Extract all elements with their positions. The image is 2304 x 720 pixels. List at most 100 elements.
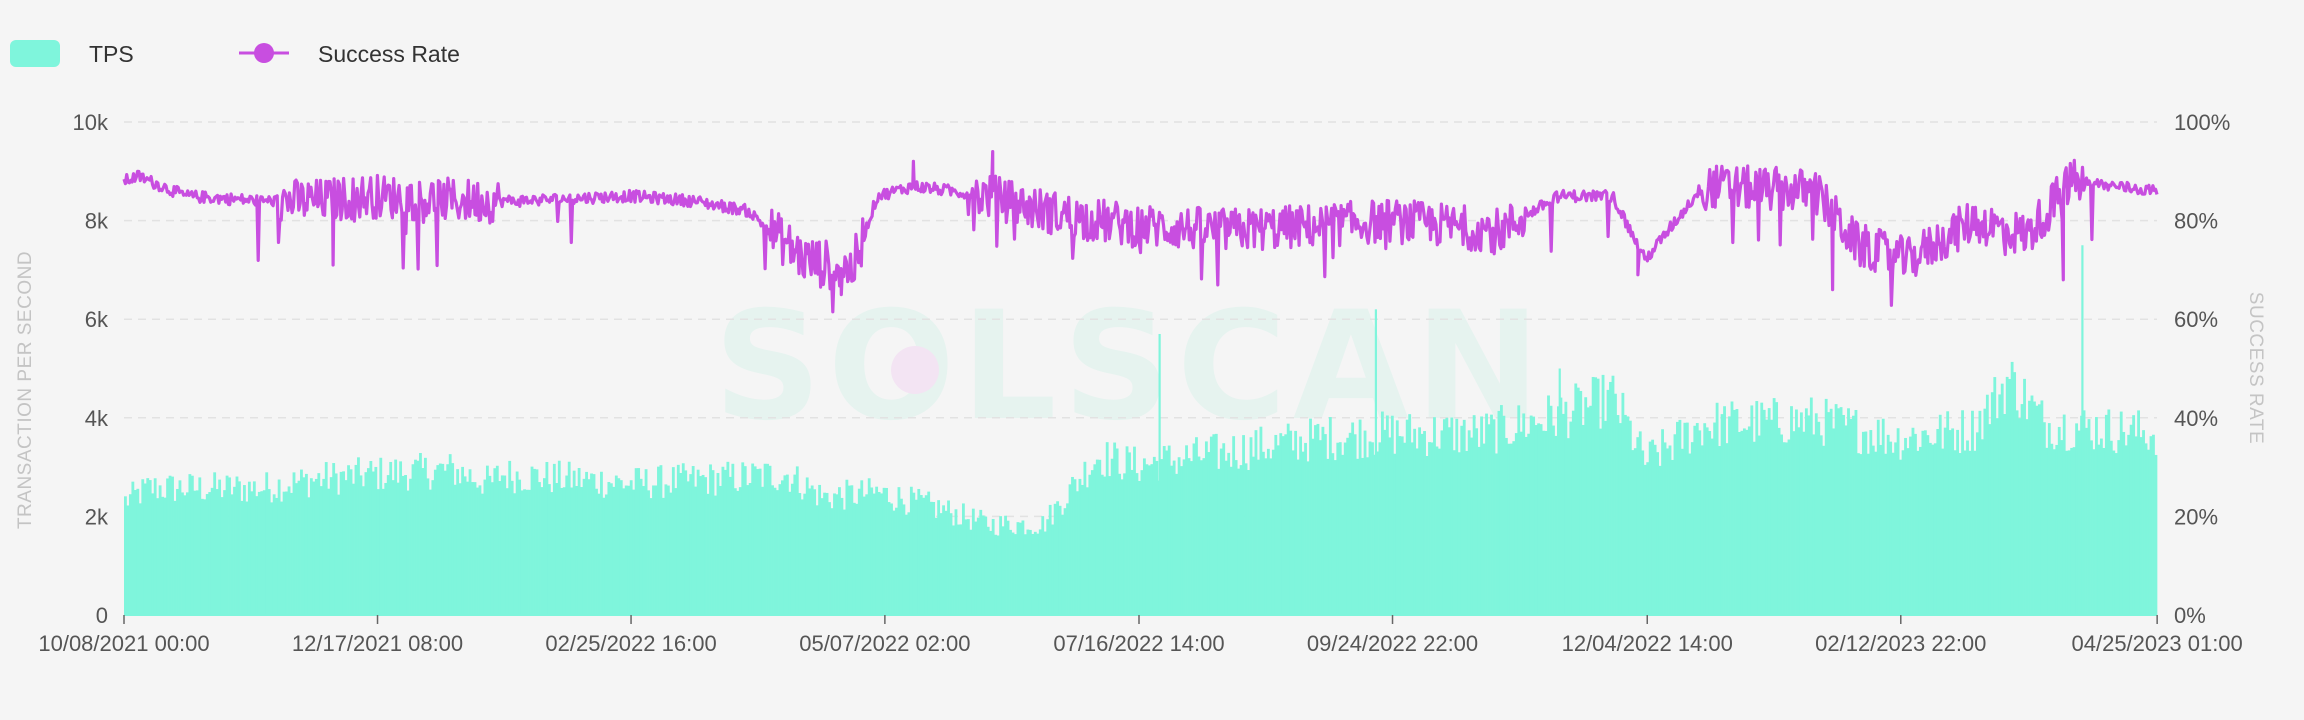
tps-bar [1852, 415, 1855, 615]
tps-bar [1105, 442, 1109, 615]
tps-bar [1261, 451, 1265, 615]
tps-bar [1485, 413, 1488, 615]
tps-bar [1418, 427, 1422, 615]
tps-bar [723, 469, 727, 615]
tps-bar [2000, 383, 2004, 615]
tps-bar [1685, 422, 1689, 615]
tps-bar [419, 452, 422, 615]
tps-bar [1978, 410, 1982, 615]
tps-bar [2112, 450, 2116, 615]
tps-bar [1400, 436, 1404, 615]
right-tick-label: 0% [2174, 603, 2206, 628]
tps-bar [173, 500, 177, 615]
tps-bar [1928, 442, 1932, 615]
tps-bar [984, 516, 988, 615]
tps-bar [2065, 450, 2069, 615]
tps-bar [458, 483, 462, 615]
tps-bar [1901, 450, 1905, 615]
watermark-text: SOLSCAN [714, 280, 1547, 454]
tps-bar [1338, 442, 1342, 615]
tps-bar [639, 478, 643, 615]
tps-bar [607, 482, 611, 615]
tps-bar [934, 517, 938, 615]
tps-bar [1071, 476, 1074, 615]
tps-bar [1175, 473, 1179, 615]
tps-bar [838, 487, 841, 615]
tps-bar [1876, 419, 1880, 615]
tps-spike-bar [1558, 368, 1561, 615]
tps-bar [1673, 434, 1677, 615]
tps-bar [525, 489, 529, 615]
tps-bar [825, 492, 829, 615]
tps-bar [1923, 430, 1927, 615]
tps-bar [1252, 456, 1255, 615]
tps-bar [1177, 457, 1181, 615]
tps-bar [2013, 372, 2017, 615]
tps-bar [327, 488, 331, 615]
tps-bar [2052, 449, 2056, 615]
tps-bar [684, 470, 688, 615]
tps-bar [448, 454, 452, 615]
tps-bar [1438, 448, 1441, 615]
tps-spike-bar [2081, 245, 2084, 615]
tps-bar [1232, 436, 1236, 615]
tps-bar [1098, 459, 1102, 615]
tps-bar [406, 490, 410, 615]
right-tick-label: 40% [2174, 406, 2218, 431]
tps-bar [404, 475, 407, 615]
tps-bar [1517, 405, 1521, 615]
tps-bar [575, 486, 579, 615]
tps-bar [728, 476, 732, 615]
legend-item-success-rate[interactable]: Success Rate [239, 41, 460, 67]
tps-bar [595, 488, 598, 615]
tps-bar [1371, 442, 1374, 615]
tps-bar [602, 497, 606, 615]
tps-bar [1207, 452, 1211, 615]
tps-bar [1294, 430, 1298, 615]
tps-bar [1552, 425, 1555, 615]
tps-bar [1028, 529, 1032, 615]
tps-bar [1214, 433, 1218, 615]
tps-bar [334, 473, 338, 615]
tps-bar [523, 489, 526, 615]
tps-bar [1710, 438, 1714, 615]
tps-bar [1309, 418, 1312, 615]
tps-bar [2087, 419, 2091, 615]
tps-bar [1946, 411, 1950, 615]
x-tick-label: 09/24/2022 22:00 [1307, 631, 1478, 656]
tps-bar [1341, 454, 1345, 615]
tps-bar [1147, 465, 1151, 615]
tps-bar [966, 519, 970, 615]
tps-bar [2139, 437, 2143, 615]
tps-bar [1011, 532, 1015, 615]
legend-item-tps[interactable]: TPS [10, 40, 134, 67]
tps-bar [1311, 438, 1315, 615]
tps-bar [867, 478, 871, 615]
tps-bar [1542, 430, 1545, 615]
tps-bar [1581, 424, 1585, 615]
tps-bar [1274, 434, 1278, 615]
tps-bar [1824, 398, 1828, 615]
tps-bar [691, 466, 695, 615]
tps-bar [379, 457, 383, 615]
tps-bar [389, 461, 393, 615]
tps-bar [2030, 395, 2034, 615]
tps-bar [2124, 445, 2128, 615]
tps-bar [1507, 443, 1511, 615]
tps-bar [2149, 436, 2153, 615]
tps-bar [914, 499, 918, 615]
tps-bar [1790, 406, 1793, 615]
tps-bar [542, 478, 546, 615]
tps-bar [1966, 440, 1969, 615]
tps-bar [1822, 445, 1826, 615]
tps-bar [1638, 431, 1642, 615]
tps-bar [1410, 442, 1414, 615]
tps-bar [1715, 402, 1719, 615]
tps-bar [704, 477, 707, 615]
tps-bar [1663, 442, 1667, 615]
tps-bar [322, 478, 326, 615]
tps-bar [701, 474, 705, 615]
tps-bar [2042, 422, 2046, 615]
tps-bar [1403, 442, 1407, 615]
tps-bar [1804, 408, 1808, 615]
